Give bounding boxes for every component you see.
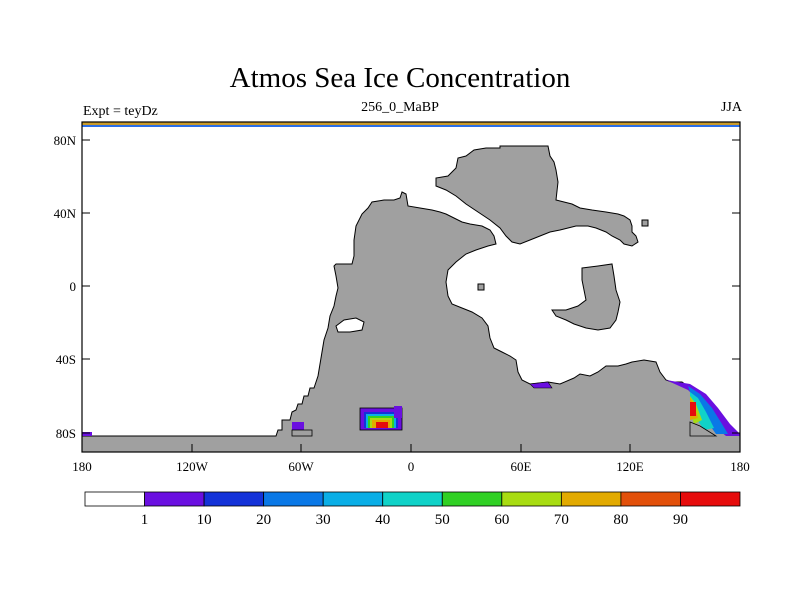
colorbar-swatch xyxy=(203,491,265,507)
colorbar: 1 10 20 30 40 50 60 70 80 90 xyxy=(84,491,741,528)
northern-landmass xyxy=(435,145,639,247)
colorbar-label: 30 xyxy=(316,512,331,528)
x-tick-60w: 60W xyxy=(288,459,314,474)
y-tick-0: 0 xyxy=(70,279,77,294)
colorbar-label: 20 xyxy=(256,512,271,528)
sea-ice-patch-south-east xyxy=(529,381,553,389)
sea-ice-patch-antarctic-west xyxy=(291,422,313,437)
colorbar-swatch xyxy=(560,491,622,507)
continent-landmass xyxy=(81,191,741,453)
north-pole-ice-strip-2 xyxy=(82,125,740,127)
x-tick-0: 0 xyxy=(408,459,415,474)
colorbar-label: 1 xyxy=(141,512,149,528)
colorbar-swatch xyxy=(620,491,681,507)
small-islet-east xyxy=(641,219,649,227)
colorbar-label: 50 xyxy=(435,512,450,528)
x-tick-60e: 60E xyxy=(511,459,532,474)
colorbar-label: 90 xyxy=(673,512,688,528)
colorbar-label: 40 xyxy=(375,512,390,528)
colorbar-label: 70 xyxy=(554,512,569,528)
colorbar-swatch xyxy=(263,491,324,507)
x-tick-120e: 120E xyxy=(616,459,644,474)
experiment-label: Expt = teyDz xyxy=(83,104,158,119)
colorbar-swatch xyxy=(680,491,741,507)
colorbar-label: 10 xyxy=(197,512,212,528)
sea-ice-patch-antarctic-east xyxy=(666,380,740,437)
x-axis-ticks xyxy=(81,444,741,452)
y-axis-ticks xyxy=(82,139,740,434)
y-tick-80n: 80N xyxy=(54,133,77,148)
plot-title: Atmos Sea Ice Concentration xyxy=(229,62,571,94)
sea-ice-patch-antarctic-far-west xyxy=(82,432,92,436)
colorbar-swatch xyxy=(382,491,443,507)
colorbar-swatch xyxy=(501,491,562,507)
colorbar-swatch xyxy=(144,491,205,507)
y-tick-40s: 40S xyxy=(56,352,76,367)
x-tick-120w: 120W xyxy=(176,459,209,474)
period-label: 256_0_MaBP xyxy=(361,100,439,115)
x-tick-180e: 180 xyxy=(730,459,750,474)
y-tick-80s: 80S xyxy=(56,426,76,441)
season-label: JJA xyxy=(720,100,742,115)
colorbar-label: 60 xyxy=(494,512,509,528)
inland-sea xyxy=(335,317,365,333)
north-pole-ice-strip xyxy=(82,122,740,125)
sea-ice-patch-central xyxy=(359,406,403,431)
y-tick-40n: 40N xyxy=(54,206,77,221)
small-islet xyxy=(477,283,485,291)
eastern-island xyxy=(551,263,621,331)
colorbar-swatch xyxy=(84,491,145,507)
x-tick-180w: 180 xyxy=(72,459,92,474)
colorbar-swatch xyxy=(322,491,384,507)
colorbar-label: 80 xyxy=(613,512,628,528)
colorbar-swatch xyxy=(441,491,503,507)
